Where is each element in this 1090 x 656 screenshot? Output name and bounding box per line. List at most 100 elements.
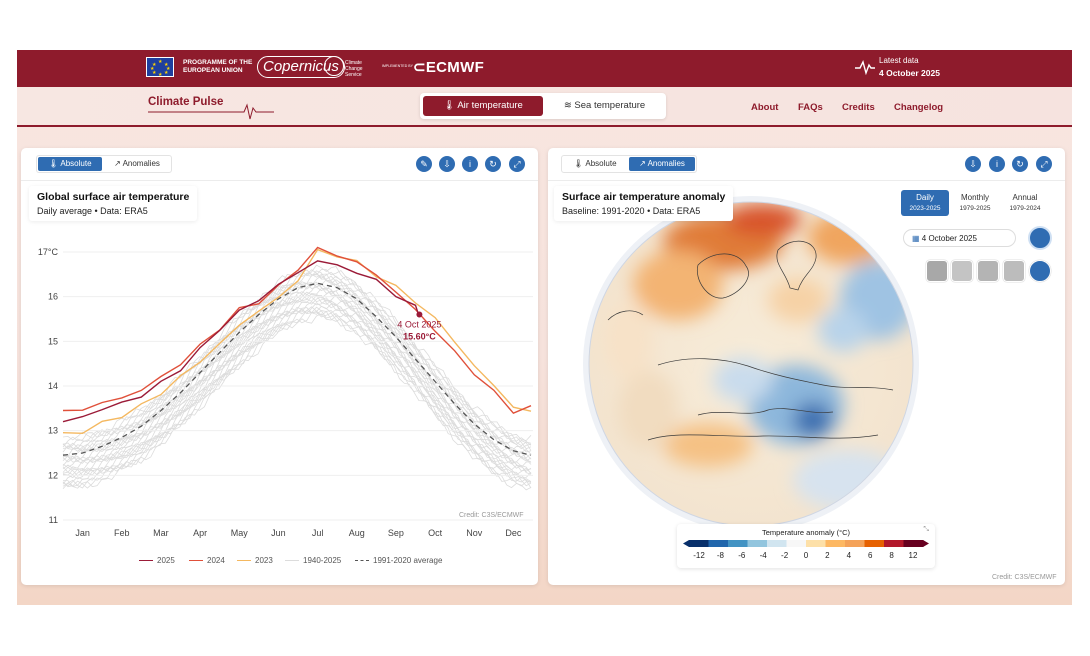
brand-link[interactable]: Climate Pulse (148, 96, 224, 108)
colorbar-tick-label: -6 (738, 551, 746, 560)
colorbar-segment (845, 540, 865, 547)
x-tick-label: Mar (153, 528, 169, 538)
date-input-value: 4 October 2025 (921, 234, 977, 243)
projection-arctic-icon[interactable] (951, 260, 973, 282)
colorbar-tick-label: 0 (803, 551, 809, 560)
dataset-switch: 🌡︎ Air temperature ≋ Sea temperature (420, 93, 666, 119)
nav-link-changelog[interactable]: Changelog (894, 102, 944, 113)
globe-map[interactable] (548, 180, 1065, 585)
latest-data: Latest data 4 October 2025 (879, 55, 940, 79)
latest-data-label: Latest data (879, 56, 919, 65)
legend-swatch-2025 (139, 560, 153, 562)
eu-programme-logo-text: PROGRAMME OF THE EUROPEAN UNION (183, 59, 253, 74)
colorbar-segment (689, 540, 709, 547)
projection-globe-icon[interactable] (1029, 260, 1051, 282)
ecmwf-logo[interactable]: ⊂ECMWF (413, 59, 485, 76)
period-daily[interactable]: Daily 2023-2025 (901, 190, 949, 216)
colorbar-min-arrow (683, 540, 689, 547)
colorbar-segment (767, 540, 787, 547)
history-line (62, 290, 532, 469)
colorbar-segment (903, 540, 924, 547)
latest-data-date: 4 October 2025 (879, 68, 940, 78)
tab-air-temperature[interactable]: 🌡︎ Air temperature (423, 96, 543, 116)
legend-2023[interactable]: 2023 (237, 556, 273, 565)
legend-average[interactable]: 1991-2020 average (355, 556, 442, 565)
period-annual-range: 1979-2024 (1009, 205, 1041, 212)
waves-icon: ≋ (563, 100, 575, 111)
colorbar-legend: Temperature anomaly (°C) ⤡ -12 -8 -6 -4 -2 0 2… (677, 524, 935, 568)
nav-link-faqs[interactable]: FAQs (798, 102, 823, 113)
map-title-card: Surface air temperature anomaly Baseline… (554, 186, 734, 221)
series-line-1991-2020 average (62, 282, 532, 456)
period-daily-label: Daily (916, 193, 934, 202)
legend-history[interactable]: 1940-2025 (285, 556, 341, 565)
legend-2025[interactable]: 2025 (139, 556, 175, 565)
anomalies-button[interactable]: ↗ Anomalies (114, 159, 160, 168)
map-anomalies-button[interactable]: ↗ Anomalies (629, 157, 695, 171)
y-tick-label: 11 (49, 515, 58, 525)
y-tick-label: 12 (48, 470, 58, 480)
y-tick-label: 16 (48, 292, 58, 302)
absolute-button[interactable]: 🌡︎ Absolute (38, 157, 102, 171)
history-line (62, 288, 532, 467)
projection-antarctic-icon[interactable] (1003, 260, 1025, 282)
legend-2024-label: 2024 (207, 556, 225, 565)
history-line (62, 294, 532, 476)
history-line (62, 295, 532, 477)
colorbar-segment (747, 540, 768, 547)
legend-swatch-average (355, 560, 369, 562)
legend-swatch-2023 (237, 560, 251, 562)
map-download-icon[interactable]: ⇩ (965, 156, 981, 172)
download-icon[interactable]: ⇩ (439, 156, 455, 172)
nav-link-credits[interactable]: Credits (842, 102, 875, 113)
refresh-icon[interactable]: ↻ (485, 156, 501, 172)
history-line (62, 306, 532, 487)
history-line (62, 294, 532, 475)
map-panel: 🌡︎ Absolute ↗ Anomalies ⇩ i ↻ ⤢ (548, 148, 1065, 585)
pulse-icon (855, 60, 875, 75)
colorbar (683, 540, 929, 547)
copernicus-logo[interactable]: Copernicus (257, 56, 345, 78)
colorbar-title: Temperature anomaly (°C) (761, 528, 851, 537)
map-info-icon[interactable]: i (989, 156, 1005, 172)
colorbar-tick-label: -12 (693, 551, 705, 560)
absolute-anomalies-toggle: 🌡︎ Absolute ↗ Anomalies (36, 155, 172, 173)
nav-bar: Climate Pulse 🌡︎ Air temperature ≋ Sea t… (17, 87, 1072, 127)
x-tick-label: Aug (349, 528, 365, 538)
projection-europe-icon[interactable] (977, 260, 999, 282)
period-monthly[interactable]: Monthly 1979-2025 (951, 190, 999, 216)
absolute-button-label: Absolute (60, 159, 92, 168)
x-tick-label: Sep (388, 528, 404, 538)
colorbar-collapse-icon[interactable]: ⤡ (923, 526, 929, 533)
chart-subtitle: Daily average • Data: ERA5 (37, 206, 148, 216)
history-line (63, 283, 532, 463)
chart-credit: Credit: C3S/ECMWF (459, 512, 524, 519)
annotation-value: 15.60°C (403, 332, 436, 342)
projection-robinson-icon[interactable] (926, 260, 948, 282)
history-line (62, 311, 531, 489)
legend-2024[interactable]: 2024 (189, 556, 225, 565)
globe-view-icon[interactable] (1028, 226, 1052, 250)
nav-link-about[interactable]: About (751, 102, 779, 113)
history-line (62, 302, 532, 479)
chart-annotation: 4 Oct 2025 15.60°C (397, 311, 441, 342)
map-absolute-button[interactable]: 🌡︎ Absolute (573, 159, 617, 168)
map-refresh-icon[interactable]: ↻ (1012, 156, 1028, 172)
period-annual[interactable]: Annual 1979-2024 (1001, 190, 1049, 216)
expand-icon[interactable]: ⤢ (509, 156, 525, 172)
eu-flag-icon: ★ ★ ★ ★ ★ ★ ★ ★ (146, 57, 174, 78)
series-line-2024 (62, 246, 532, 415)
timeseries-panel: 🌡︎ Absolute ↗ Anomalies ✎ ⇩ i ↻ ⤢ 17°C 16… (21, 148, 538, 585)
x-tick-label: Jan (75, 528, 90, 538)
ecmwf-logo-text: ECMWF (425, 59, 485, 76)
colorbar-segment (825, 540, 846, 547)
tab-sea-temperature[interactable]: ≋ Sea temperature (546, 96, 663, 116)
info-icon[interactable]: i (462, 156, 478, 172)
date-input[interactable]: ▦ 4 October 2025 (903, 229, 1016, 247)
x-tick-label: Nov (466, 528, 483, 538)
edit-icon[interactable]: ✎ (416, 156, 432, 172)
c3s-logo-text: Climate Change Service (345, 60, 363, 78)
period-monthly-range: 1979-2025 (959, 205, 991, 212)
map-expand-icon[interactable]: ⤢ (1036, 156, 1052, 172)
period-daily-range: 2023-2025 (909, 205, 941, 212)
